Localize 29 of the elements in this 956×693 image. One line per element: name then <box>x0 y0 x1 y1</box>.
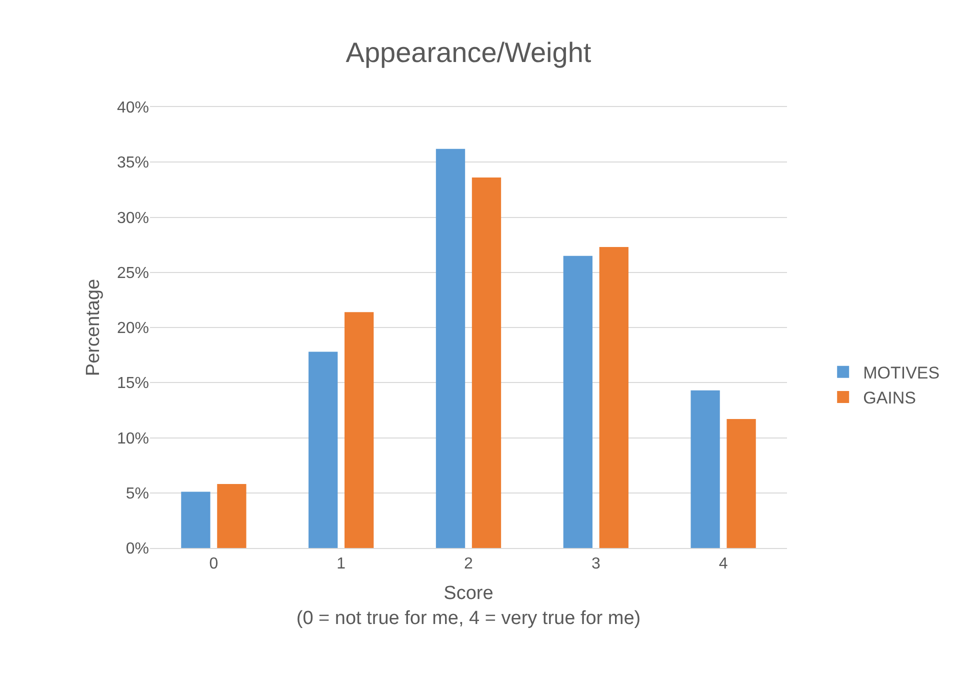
legend-label: MOTIVES <box>863 364 940 383</box>
bar <box>436 148 466 548</box>
y-tick-label: 0% <box>126 540 149 558</box>
y-tick-label: 40% <box>116 100 149 117</box>
bar <box>472 178 502 548</box>
y-tick-label: 15% <box>116 375 149 392</box>
y-tick-label: 10% <box>116 430 149 448</box>
chart-title: Appearance/Weight <box>346 36 592 68</box>
y-tick-label: 30% <box>116 210 149 227</box>
y-tick-label: 35% <box>116 154 149 172</box>
bar <box>599 247 628 548</box>
y-axis-title: Percentage <box>82 278 104 376</box>
x-tick-label: 1 <box>336 555 346 572</box>
legend-label: GAINS <box>863 388 916 408</box>
bar <box>726 419 756 548</box>
x-tick-label: 3 <box>591 555 600 572</box>
bar <box>308 352 338 548</box>
y-tick-label: 20% <box>116 320 149 338</box>
bar <box>344 312 374 548</box>
bar <box>217 484 246 548</box>
bar <box>181 492 210 548</box>
bar <box>563 256 592 548</box>
bar <box>690 390 720 548</box>
x-tick-label: 0 <box>209 555 218 572</box>
y-tick-label: 5% <box>126 485 149 502</box>
x-axis-title: Score (0 = not true for me, 4 = very true for me) <box>296 583 641 629</box>
x-tick-label: 4 <box>718 555 728 572</box>
x-tick-label: 2 <box>464 555 474 572</box>
y-tick-label: 25% <box>116 264 149 282</box>
